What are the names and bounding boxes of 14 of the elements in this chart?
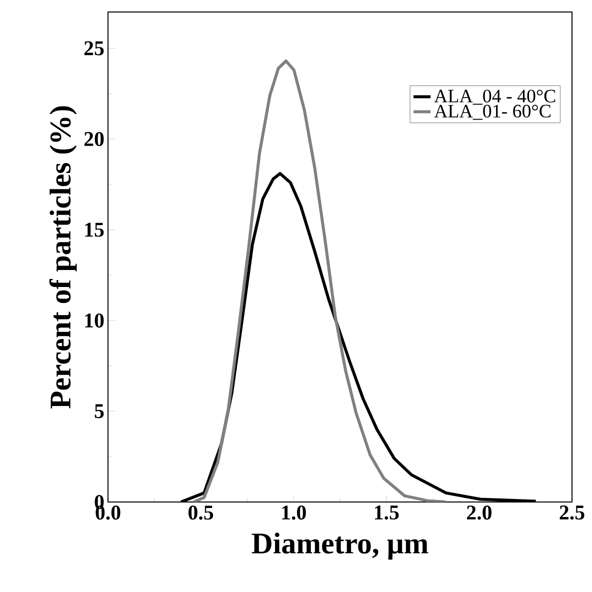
legend-label: ALA_01- 60°C bbox=[434, 104, 550, 120]
y-tick-label: 25 bbox=[84, 41, 104, 56]
x-tick-label: 1.5 bbox=[374, 506, 399, 520]
x-axis-title: Diametro, μm bbox=[252, 532, 428, 560]
y-tick-label: 15 bbox=[85, 222, 104, 237]
y-tick-label: 10 bbox=[85, 313, 104, 328]
x-tick-label: 1.0 bbox=[282, 506, 306, 520]
x-tick-label: 2.0 bbox=[467, 506, 492, 520]
x-tick-label: 2.5 bbox=[560, 506, 584, 520]
legend-label: ALA_04 - 40°C bbox=[434, 90, 556, 105]
y-axis-title: Percent of particles (%) bbox=[49, 106, 77, 408]
y-tick-label: 20 bbox=[84, 132, 104, 146]
x-tick-label: 0.5 bbox=[188, 506, 214, 520]
y-tick-label: 5 bbox=[94, 404, 104, 418]
